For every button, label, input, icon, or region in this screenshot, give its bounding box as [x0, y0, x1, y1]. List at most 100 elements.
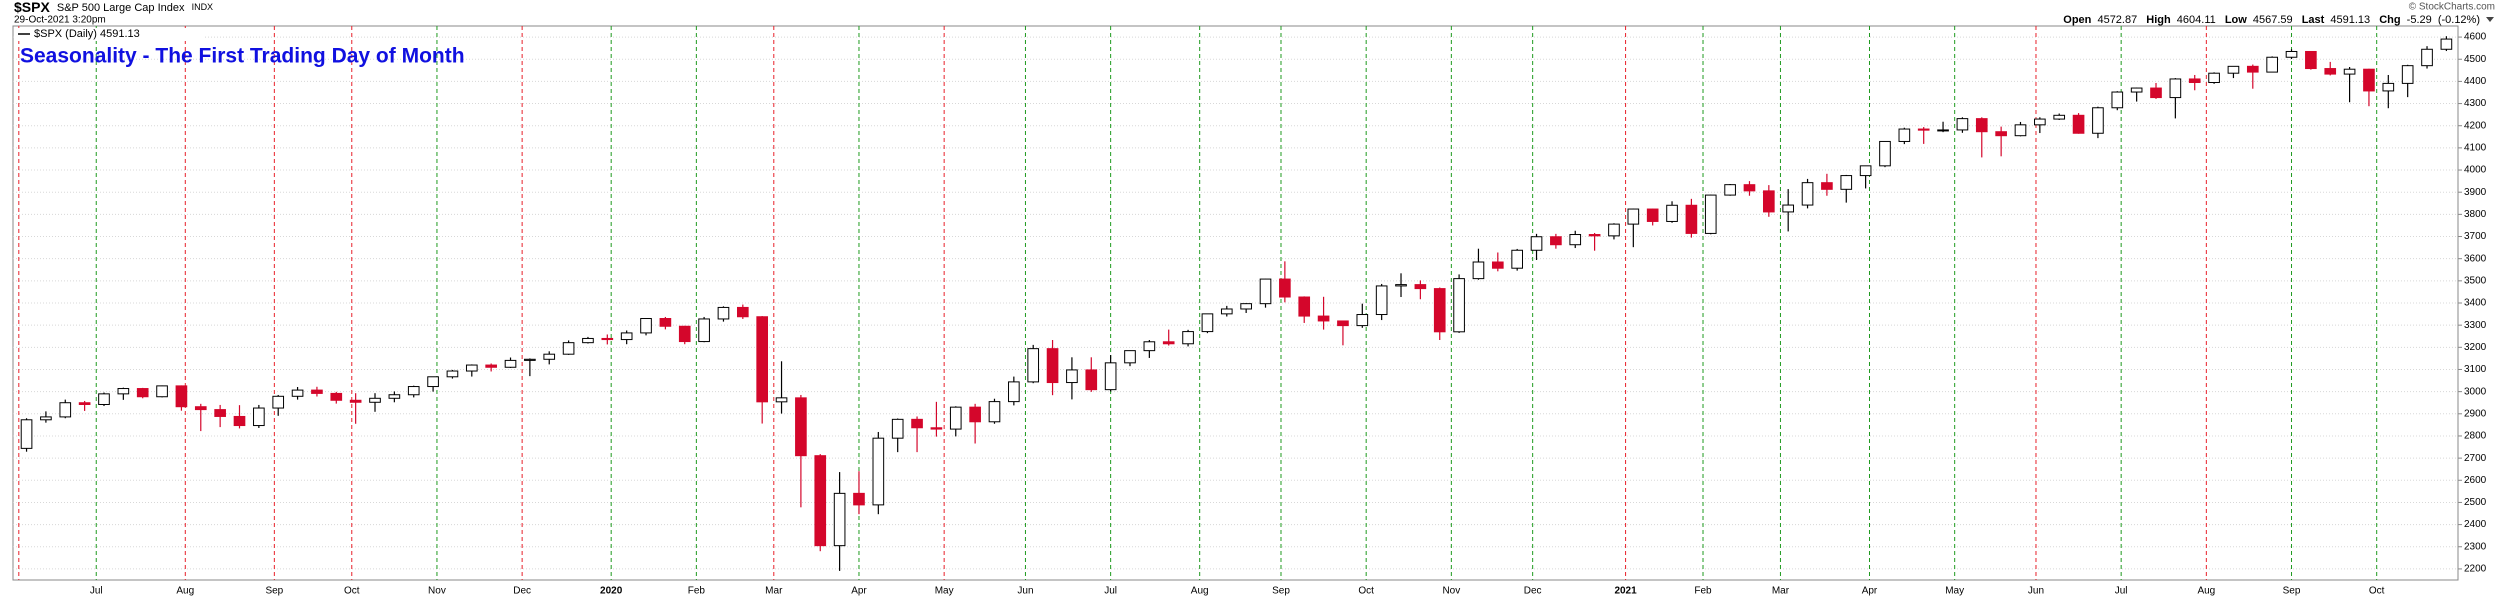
candle-body: [20, 419, 33, 449]
candle-body: [1569, 234, 1582, 246]
x-tick-label: May: [935, 586, 954, 597]
y-tick-label: 2800: [2464, 431, 2487, 442]
candle-body: [1124, 350, 1136, 364]
candle-body: [930, 427, 943, 430]
x-tick-label: Sep: [2283, 586, 2301, 597]
candle-body: [1201, 313, 1214, 333]
x-tick-label: Jun: [2028, 586, 2044, 597]
candle-body: [2285, 50, 2298, 58]
candle-body: [1995, 131, 2007, 137]
candle-body: [427, 376, 439, 388]
quote-label: High: [2146, 14, 2171, 26]
candle-body: [2111, 91, 2124, 109]
candle-body: [1008, 381, 1020, 403]
candle-body: [2343, 68, 2356, 75]
candle-body: [485, 364, 497, 368]
candle-body: [1859, 165, 1872, 177]
y-tick-label: 2400: [2464, 519, 2487, 530]
candle-body: [2014, 124, 2027, 137]
y-tick-label: 2900: [2464, 408, 2487, 419]
candle-body: [717, 306, 730, 320]
candle-body: [2363, 68, 2375, 92]
candle-body: [2440, 38, 2453, 50]
candle-body: [2421, 48, 2433, 67]
header-line: $SPX S&P 500 Large Cap Index INDX: [14, 0, 213, 15]
candle-body: [1240, 303, 1252, 310]
quote-value: 4591.13: [2330, 14, 2370, 26]
candle-body: [504, 359, 517, 368]
y-tick-label: 4500: [2464, 54, 2487, 65]
x-tick-label: Jul: [90, 586, 103, 597]
quote-value: (-0.12%): [2438, 14, 2480, 26]
candle-body: [40, 416, 52, 421]
candle-body: [1840, 175, 1853, 190]
x-tick-label: Dec: [513, 586, 531, 597]
y-tick-label: 3400: [2464, 298, 2487, 309]
y-tick-label: 2500: [2464, 497, 2487, 508]
candle-body: [1220, 308, 1233, 315]
candle-body: [2169, 78, 2182, 99]
candle-body: [1433, 288, 1446, 333]
candle-body: [1550, 236, 1562, 246]
candle-body: [1937, 129, 1949, 132]
candle-body: [2324, 68, 2337, 75]
y-tick-label: 3600: [2464, 253, 2487, 264]
candle-body: [1917, 128, 1930, 131]
candle-body: [775, 397, 788, 403]
candle-body: [2382, 82, 2395, 92]
x-tick-label: May: [1945, 586, 1964, 597]
candle-body: [1879, 140, 1891, 167]
candle-body: [1704, 194, 1717, 234]
x-tick-label: Nov: [428, 586, 446, 597]
candle-body: [2305, 50, 2317, 70]
quote-label: Chg: [2379, 14, 2400, 26]
legend-label: $SPX (Daily) 4591.13: [34, 28, 140, 40]
x-tick-label: 2021: [1614, 586, 1637, 597]
candle-body: [1472, 261, 1485, 280]
candle-body: [1453, 278, 1465, 333]
candle-body: [117, 388, 130, 395]
index-name: S&P 500 Large Cap Index: [57, 2, 185, 14]
quote-label: Open: [2063, 14, 2091, 26]
x-tick-label: Jul: [2115, 586, 2128, 597]
dropdown-icon[interactable]: [2486, 17, 2494, 22]
candle-body: [1066, 369, 1078, 384]
candle-body: [78, 402, 91, 405]
candle-body: [1298, 296, 1311, 317]
candle-body: [872, 437, 885, 506]
candle-body: [194, 406, 207, 411]
candle-body: [1104, 362, 1117, 391]
candle-body: [156, 385, 168, 398]
candle-body: [1337, 320, 1349, 327]
candle-body: [1375, 285, 1388, 316]
x-tick-label: Aug: [1191, 586, 1209, 597]
candle-body: [1046, 348, 1059, 384]
candle-body: [1608, 223, 1620, 237]
candle-body: [2072, 114, 2085, 134]
x-tick-label: Oct: [344, 586, 360, 597]
candle-body: [1356, 314, 1369, 327]
quote: Open 4572.87 High 4604.11 Low 4567.59 La…: [2063, 14, 2480, 26]
candle-body: [2053, 114, 2066, 120]
candle-body: [1511, 249, 1523, 269]
y-tick-label: 3000: [2464, 386, 2487, 397]
x-tick-label: Aug: [176, 586, 194, 597]
candle-body: [253, 407, 265, 427]
candle-body: [1646, 208, 1659, 222]
y-tick-label: 4400: [2464, 76, 2487, 87]
candle-body: [814, 455, 827, 547]
candle-body: [1685, 204, 1698, 234]
y-tick-label: 4000: [2464, 165, 2487, 176]
x-tick-label: Feb: [688, 586, 706, 597]
candle-body: [233, 415, 246, 427]
candle-body: [291, 389, 304, 397]
candle-body: [407, 386, 420, 396]
candle-body: [1975, 118, 1988, 133]
y-tick-label: 4600: [2464, 32, 2487, 43]
y-tick-label: 3100: [2464, 364, 2487, 375]
x-tick-label: Sep: [1272, 586, 1290, 597]
copyright: © StockCharts.com: [2409, 2, 2495, 13]
candle-body: [620, 332, 633, 341]
quote-value: 4604.11: [2177, 14, 2216, 26]
